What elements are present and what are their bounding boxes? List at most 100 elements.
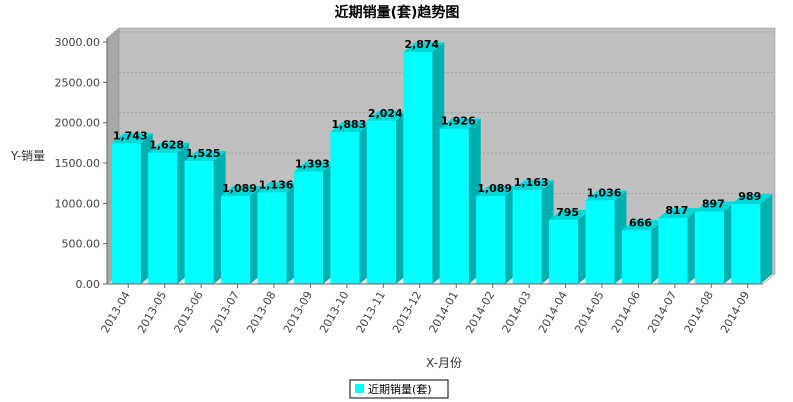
y-tick-label: 1000.00 <box>55 197 101 210</box>
data-label: 1,136 <box>259 178 294 191</box>
bar-top <box>148 142 190 153</box>
bar <box>439 118 481 285</box>
y-axis-title: Y-销量 <box>10 149 45 163</box>
x-tick-label: 2014-06 <box>609 289 643 335</box>
bar-front <box>403 52 433 285</box>
bar <box>658 208 700 284</box>
data-label: 1,628 <box>149 139 184 152</box>
x-tick-label: 2014-03 <box>499 289 533 335</box>
data-label: 897 <box>702 198 725 211</box>
data-label: 1,743 <box>113 129 148 142</box>
legend-swatch <box>355 384 364 393</box>
x-tick-label: 2013-10 <box>317 289 351 335</box>
data-label: 666 <box>629 216 652 229</box>
x-tick-label: 2014-09 <box>718 289 752 335</box>
bar-front <box>549 219 579 284</box>
bar <box>621 220 663 284</box>
bar-top <box>221 186 263 197</box>
bar-front <box>148 152 178 284</box>
bar-front <box>731 204 761 284</box>
bar-top <box>549 209 591 220</box>
bar <box>366 110 408 285</box>
x-tick-label: 2013-08 <box>244 289 278 335</box>
bar-top <box>403 42 445 53</box>
bar <box>403 42 445 285</box>
x-tick-label: 2014-04 <box>536 289 570 335</box>
x-tick-label: 2014-05 <box>572 289 606 335</box>
bar <box>257 182 299 284</box>
bar <box>148 142 190 284</box>
y-axis: 0.00 500.00 1000.00 1500.00 2000.00 2500.00 30… <box>55 36 108 291</box>
gridline-wall <box>106 112 120 123</box>
x-tick-label: 2014-07 <box>645 289 679 335</box>
y-tick-label: 2000.00 <box>55 117 101 130</box>
bar-front <box>366 120 396 285</box>
bar <box>585 190 627 284</box>
bar <box>111 133 153 284</box>
data-label: 1,393 <box>295 158 330 171</box>
bar-top <box>731 194 773 205</box>
bar <box>549 209 591 284</box>
data-label: 1,036 <box>587 186 622 199</box>
bar-top <box>330 122 372 133</box>
y-tick-label: 2500.00 <box>55 76 101 89</box>
y-tick-label: 0.00 <box>76 278 101 291</box>
bar-front <box>330 132 360 284</box>
x-tick-label: 2014-02 <box>463 289 497 335</box>
data-label: 2,024 <box>368 107 403 120</box>
x-tick-label: 2014-08 <box>682 289 716 335</box>
bar-top <box>439 118 481 129</box>
x-tick-label: 2013-06 <box>171 289 205 335</box>
gridline-wall <box>106 72 120 83</box>
x-tick-label: 2013-05 <box>135 289 169 335</box>
data-label: 2,874 <box>404 38 439 51</box>
bars-group <box>111 42 773 285</box>
data-label: 1,926 <box>441 115 476 128</box>
bar-front <box>439 128 469 284</box>
data-label: 989 <box>738 190 761 203</box>
bar-front <box>585 200 615 284</box>
bar-front <box>512 190 542 284</box>
y-tick-label: 1500.00 <box>55 157 101 170</box>
bar <box>731 194 773 284</box>
x-axis: 2013-04 2013-05 2013-06 2013-07 2013-08 2013-… <box>99 283 763 335</box>
bar <box>512 180 554 284</box>
bar-front <box>476 196 506 284</box>
y-tick-label: 3000.00 <box>55 36 101 49</box>
bar-side <box>760 194 773 284</box>
data-label: 1,883 <box>331 118 366 131</box>
bar-top <box>512 180 554 191</box>
bar-front <box>184 161 214 284</box>
bar-top <box>694 201 736 212</box>
data-label: 1,525 <box>186 147 221 160</box>
bar-top <box>293 161 335 172</box>
bar-front <box>111 143 141 284</box>
data-label: 1,089 <box>222 182 257 195</box>
bar-top <box>184 151 226 161</box>
data-label: 1,089 <box>477 182 512 195</box>
legend-box <box>349 379 449 399</box>
bar <box>476 186 518 284</box>
x-tick-label: 2013-11 <box>354 289 388 335</box>
data-label: 817 <box>665 204 688 217</box>
chart-title: 近期销量(套)趋势图 <box>335 4 460 21</box>
x-tick-label: 2013-12 <box>390 289 424 335</box>
bar-top <box>621 220 663 231</box>
bar-top <box>585 190 627 201</box>
bar-front <box>621 230 651 284</box>
bar <box>694 201 736 284</box>
x-tick-label: 2013-09 <box>281 289 315 335</box>
bar <box>293 161 335 284</box>
bar-top <box>257 182 299 193</box>
bar-top <box>476 186 518 197</box>
data-label: 795 <box>556 206 579 219</box>
bar-front <box>694 211 724 284</box>
bar-front <box>293 171 323 284</box>
gridline-wall <box>106 31 120 43</box>
bar-front <box>221 196 251 284</box>
legend-label: 近期销量(套) <box>368 382 432 396</box>
bar-top <box>658 208 700 219</box>
